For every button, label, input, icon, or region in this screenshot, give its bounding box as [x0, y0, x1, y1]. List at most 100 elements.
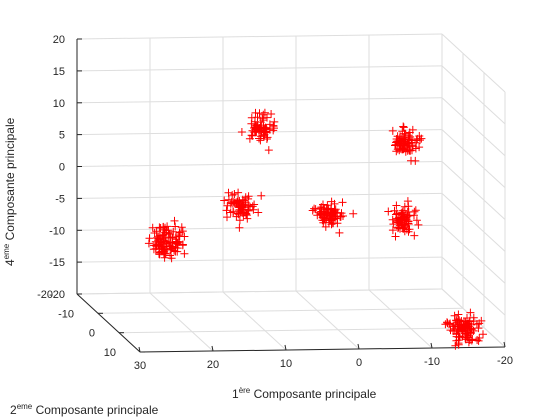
side-wall-grid-z [441, 65, 506, 125]
x-axis-label: 1ère Composante principale [232, 386, 377, 401]
data-point-cluster-3 [245, 134, 254, 143]
data-point-cluster-5 [401, 210, 410, 219]
back-wall-grid-z [76, 65, 443, 72]
data-point-cluster-3 [253, 113, 262, 122]
floor-grid-x [368, 289, 433, 349]
z-tick-label: 15 [53, 66, 65, 78]
side-wall-grid-z [441, 256, 506, 316]
data-point-cluster-4 [321, 222, 330, 231]
data-point-cluster-7 [441, 320, 450, 329]
floor-grid-y [97, 307, 464, 314]
data-point-cluster-7 [462, 322, 471, 331]
data-point-cluster-4 [335, 228, 344, 237]
data-point-cluster-3 [270, 117, 279, 126]
data-point-cluster-2 [236, 205, 244, 214]
z-tick-label: -15 [49, 257, 65, 269]
data-point-cluster-1 [164, 238, 173, 246]
z-tick-label: -20 [49, 289, 65, 301]
x-axis-line [139, 346, 506, 353]
data-point-cluster-2 [234, 209, 242, 218]
data-point-cluster-3 [256, 132, 265, 141]
data-point-cluster-7 [454, 310, 463, 319]
data-point-cluster-7 [474, 324, 483, 333]
back-wall-grid-z [76, 97, 443, 104]
x-tick-label: -20 [497, 355, 513, 367]
data-point-cluster-1 [160, 236, 169, 245]
data-point-cluster-4 [331, 212, 340, 221]
data-point-cluster-6 [393, 132, 402, 141]
data-point-cluster-2 [248, 202, 257, 211]
data-point-cluster-7 [467, 325, 476, 334]
data-point-cluster-7 [443, 318, 451, 327]
data-point-cluster-2 [250, 200, 259, 209]
data-point-cluster-1 [144, 239, 153, 248]
data-point-cluster-1 [157, 247, 166, 256]
data-point-cluster-5 [411, 206, 420, 215]
z-tick-label: 0 [59, 162, 65, 174]
data-point-cluster-4 [338, 198, 347, 207]
data-point-cluster-7 [479, 330, 487, 339]
side-wall-grid-z [441, 224, 506, 284]
data-point-cluster-5 [405, 225, 414, 234]
axis-layer [76, 38, 506, 353]
y-tick-label: -10 [58, 308, 74, 320]
floor-grid-y [118, 327, 485, 334]
floor-grid-x [149, 292, 214, 352]
data-point-cluster-5 [393, 217, 402, 226]
data-point-cluster-2 [235, 216, 244, 225]
data-point-cluster-2 [223, 201, 232, 210]
data-point-cluster-1 [171, 222, 180, 231]
data-point-cluster-2 [237, 200, 246, 209]
floor-grid-x [295, 290, 360, 350]
data-point-cluster-5 [412, 216, 421, 225]
side-wall-grid-z [441, 161, 506, 220]
data-point-cluster-4 [317, 203, 326, 212]
data-point-cluster-2 [257, 191, 266, 200]
z-tick-label: -5 [55, 193, 65, 205]
data-point-cluster-2 [234, 188, 243, 197]
data-point-cluster-1 [180, 249, 189, 258]
data-point-cluster-1 [156, 224, 165, 232]
data-point-cluster-2 [242, 211, 251, 220]
data-point-cluster-6 [391, 141, 399, 150]
data-point-cluster-7 [453, 318, 462, 327]
data-point-cluster-3 [269, 122, 278, 131]
data-point-cluster-1 [156, 235, 164, 244]
back-wall-grid-z [76, 33, 443, 40]
data-point-cluster-2 [235, 223, 244, 232]
x-tick-label: 0 [356, 357, 362, 369]
back-wall-grid-z [76, 224, 443, 231]
y-tick-label: -20 [37, 289, 53, 301]
data-point-cluster-2 [230, 199, 239, 208]
data-point-cluster-1 [166, 251, 175, 260]
data-point-cluster-5 [400, 216, 409, 225]
data-point-cluster-2 [222, 206, 231, 215]
data-point-cluster-5 [410, 231, 419, 240]
data-point-cluster-7 [458, 332, 467, 340]
data-point-cluster-6 [399, 122, 408, 131]
z-tick-label: -10 [49, 225, 65, 237]
data-point-cluster-6 [415, 143, 424, 152]
data-point-cluster-3 [267, 110, 276, 118]
data-point-cluster-3 [262, 135, 271, 143]
data-point-cluster-7 [463, 326, 472, 335]
back-wall-grid-z [76, 288, 443, 295]
data-point-cluster-3 [261, 123, 270, 132]
data-point-cluster-6 [388, 126, 397, 135]
side-wall-grid-z [441, 97, 506, 157]
tick-labels: 30 20 10 0 -10 -20-20-1001020151050-5-10-15-2… [37, 34, 513, 372]
data-point-cluster-1 [149, 245, 158, 254]
x-tick-label: 20 [207, 359, 219, 371]
data-point-cluster-7 [446, 326, 455, 335]
data-point-cluster-2 [254, 208, 263, 217]
data-point-cluster-6 [408, 142, 417, 151]
data-point-cluster-6 [404, 131, 413, 140]
y-axis-label: 2eme Composante principale [10, 402, 159, 417]
data-point-cluster-2 [224, 188, 233, 197]
data-point-cluster-7 [466, 308, 475, 317]
data-point-cluster-1 [162, 246, 171, 254]
data-point-cluster-3 [259, 116, 268, 125]
data-point-cluster-3 [251, 108, 260, 117]
x-tick-label: -10 [424, 356, 440, 368]
data-point-cluster-4 [330, 199, 339, 208]
